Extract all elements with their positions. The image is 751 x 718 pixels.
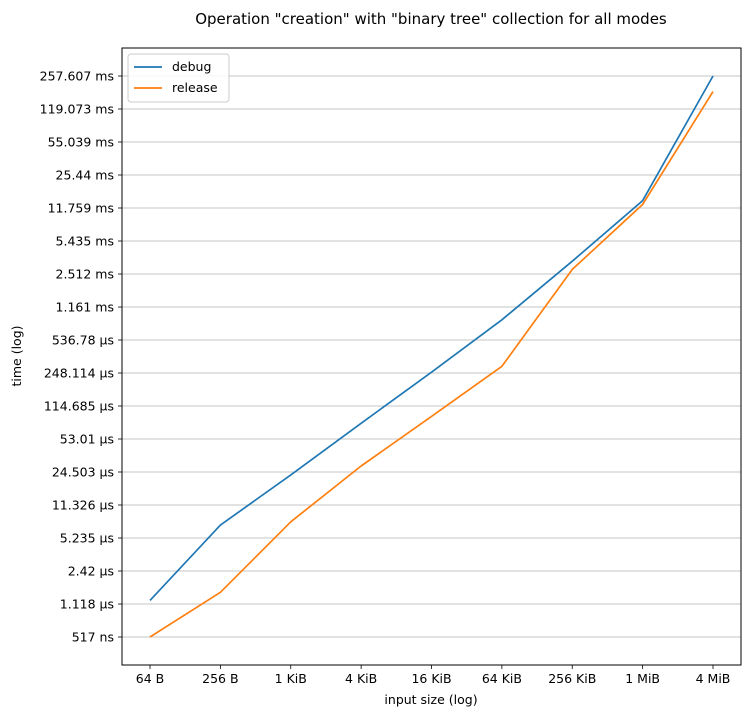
y-tick-label: 5.235 µs [60, 531, 114, 546]
series-line-release [149, 91, 714, 638]
x-tick-label: 64 B [136, 671, 164, 686]
x-tick-label: 4 KiB [345, 671, 377, 686]
y-tick-label: 119.073 ms [40, 101, 114, 116]
x-axis-label: input size (log) [384, 692, 477, 707]
x-tick-label: 16 KiB [411, 671, 451, 686]
x-tick-label: 64 KiB [482, 671, 522, 686]
y-axis: 517 ns 1.118 µs 2.42 µs 5.235 µs 11.326 µs 24… [40, 69, 122, 645]
y-tick-label: 257.607 ms [40, 69, 114, 84]
y-tick-label: 5.435 ms [56, 234, 114, 249]
y-tick-label: 2.42 µs [68, 563, 114, 578]
series-lines [149, 75, 714, 638]
y-tick-label: 1.161 ms [56, 300, 114, 315]
x-tick-label: 256 KiB [548, 671, 596, 686]
y-tick-label: 517 ns [72, 630, 114, 645]
x-tick-label: 1 KiB [275, 671, 307, 686]
y-tick-label: 55.039 ms [48, 134, 114, 149]
x-tick-label: 256 B [202, 671, 238, 686]
y-tick-label: 1.118 µs [60, 597, 114, 612]
x-tick-label: 4 MiB [696, 671, 731, 686]
x-tick-label: 1 MiB [625, 671, 660, 686]
legend-box [127, 53, 230, 103]
x-axis: 64 B 256 B 1 KiB 4 KiB 16 KiB 64 KiB 256 KiB 1 … [136, 665, 731, 686]
y-tick-label: 248.114 µs [44, 366, 114, 381]
y-tick-label: 25.44 ms [56, 168, 114, 183]
y-tick-label: 11.759 ms [48, 201, 114, 216]
y-tick-label: 536.78 µs [52, 333, 114, 348]
legend: debug release [127, 53, 230, 103]
y-tick-label: 114.685 µs [44, 398, 114, 413]
legend-label-debug: debug [172, 59, 211, 74]
y-tick-label: 11.326 µs [52, 497, 114, 512]
legend-label-release: release [172, 80, 218, 95]
y-tick-label: 24.503 µs [52, 464, 114, 479]
grid-lines [122, 75, 741, 638]
chart-title: Operation "creation" with "binary tree" … [195, 10, 667, 28]
series-line-debug [149, 75, 714, 601]
y-tick-label: 53.01 µs [60, 432, 114, 447]
y-tick-label: 2.512 ms [56, 267, 114, 282]
y-axis-label: time (log) [9, 325, 24, 386]
